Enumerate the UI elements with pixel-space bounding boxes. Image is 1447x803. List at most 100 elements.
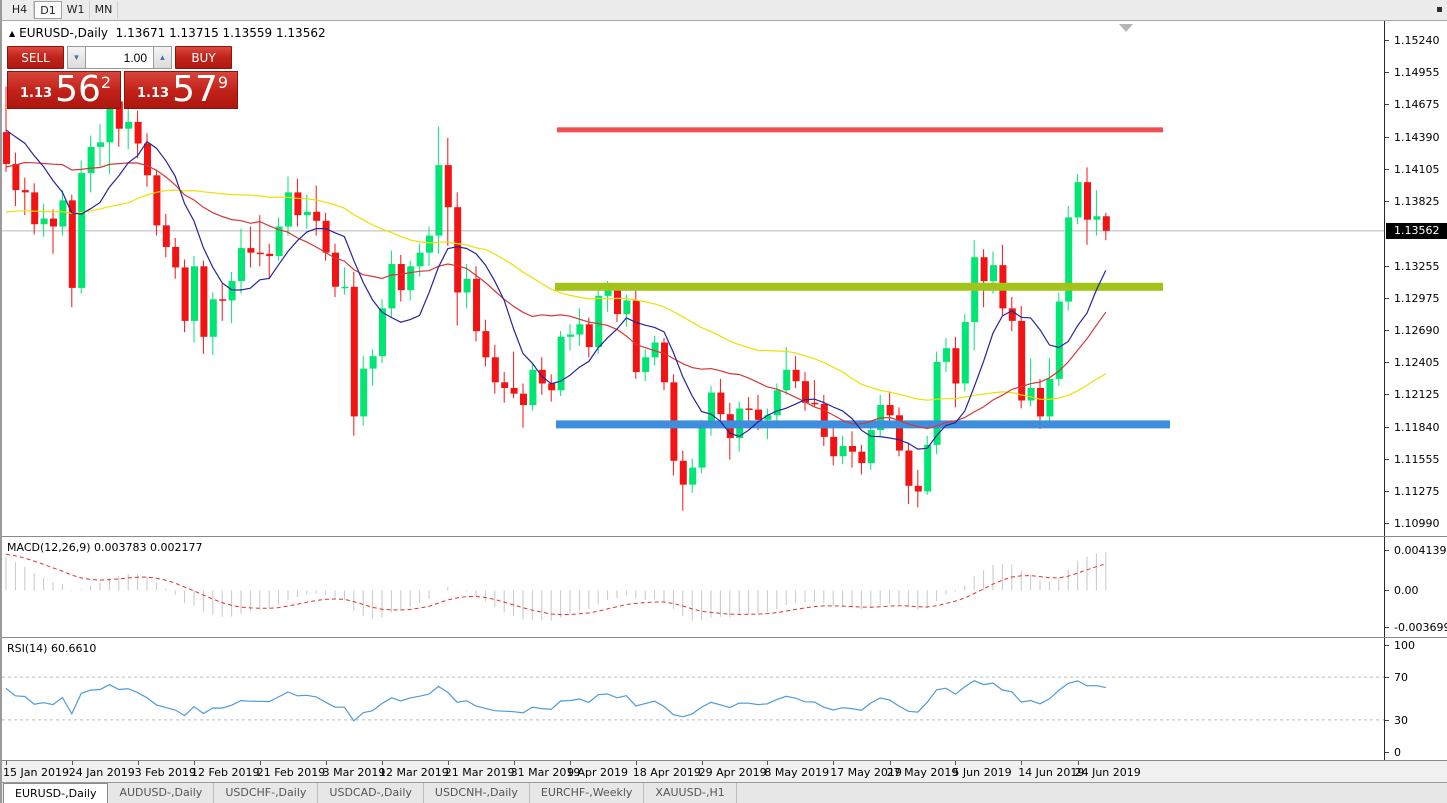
rsi-axis: 100 70 30 0 xyxy=(1384,638,1447,760)
ma-medium xyxy=(5,161,1107,430)
date-axis-tick xyxy=(137,761,139,765)
date-axis-tick xyxy=(6,761,7,765)
rsi-axis-label: 100 xyxy=(1394,639,1415,652)
price-axis-tick xyxy=(1385,523,1389,525)
ma-slow xyxy=(5,189,1107,401)
date-axis-label: 24 Jun 2019 xyxy=(1074,766,1141,779)
symbol-tab-xauusd[interactable]: XAUUSD-,H1 xyxy=(644,783,737,803)
rsi-axis-label: 70 xyxy=(1394,671,1408,685)
resistance-line xyxy=(557,127,1163,133)
trade-widget-controls: SELL ▼ ▲ BUY xyxy=(7,46,238,69)
timeframe-button-w1[interactable]: W1 xyxy=(62,1,90,19)
sell-button[interactable]: SELL xyxy=(7,46,64,69)
macd-panel: MACD(12,26,9) 0.003783 0.002177 0.004139… xyxy=(0,537,1447,638)
rsi-label: RSI(14) 60.6610 xyxy=(7,642,97,655)
price-axis-label: 1.12690 xyxy=(1394,323,1440,337)
date-axis-tick xyxy=(194,761,195,765)
symbol-tab-audusd[interactable]: AUDUSD-,Daily xyxy=(108,783,215,803)
date-axis-label: 15 Jan 2019 xyxy=(3,766,69,779)
price-axis: 1.15240 1.14955 1.14675 1.14390 1.14105 1.138… xyxy=(1384,21,1447,536)
date-axis-tick xyxy=(635,761,637,765)
price-axis-tick xyxy=(1385,394,1389,396)
price-axis-label: 1.12975 xyxy=(1394,291,1440,305)
collapse-arrow-icon[interactable]: ▲ xyxy=(9,29,16,38)
symbol-tab-eurusd[interactable]: EURUSD-,Daily xyxy=(3,783,109,803)
buy-price-main: 57 xyxy=(172,69,218,110)
sell-price-pip: 2 xyxy=(100,73,112,92)
current-price-badge: 1.13562 xyxy=(1386,222,1447,239)
macd-axis-label: -0.003699 xyxy=(1394,620,1447,634)
buy-button[interactable]: BUY xyxy=(175,46,232,69)
date-axis-tick xyxy=(259,761,261,765)
date-axis-label: 21 Mar 2019 xyxy=(444,766,515,779)
date-axis-label: 31 Mar 2019 xyxy=(510,766,581,779)
date-axis-label: 17 May 2019 xyxy=(830,766,902,779)
symbol-tab-eurchf[interactable]: EURCHF-,Weekly xyxy=(530,783,645,803)
rsi-axis-tick xyxy=(1385,677,1389,679)
price-axis-label: 1.13825 xyxy=(1394,194,1440,208)
chart-tab-bar: EURUSD-,Daily AUDUSD-,Daily USDCHF-,Daily U… xyxy=(0,783,1447,803)
symbol-tab-usdcad[interactable]: USDCAD-,Daily xyxy=(318,783,424,803)
rsi-axis-label: 30 xyxy=(1394,713,1408,727)
price-axis-label: 1.10990 xyxy=(1394,517,1440,531)
rsi-axis-tick xyxy=(1385,752,1389,753)
macd-axis-label: 0.00 xyxy=(1394,584,1419,598)
price-axis-label: 1.15240 xyxy=(1394,33,1440,47)
macd-histogram xyxy=(5,552,1107,621)
date-axis-label: 21 Feb 2019 xyxy=(256,766,326,779)
macd-axis-tick xyxy=(1385,590,1389,592)
symbol-tab-usdchf[interactable]: USDCHF-,Daily xyxy=(214,783,319,803)
date-axis-label: 5 Jun 2019 xyxy=(952,766,1012,779)
symbol-tab-usdcnh[interactable]: USDCNH-,Daily xyxy=(424,783,530,803)
timeframe-button-mn[interactable]: MN xyxy=(90,1,118,19)
macd-label: MACD(12,26,9) 0.003783 0.002177 xyxy=(7,541,203,554)
rsi-axis-tick xyxy=(1385,645,1389,646)
buy-price-pip: 9 xyxy=(217,73,229,92)
chart-title: ▲ EURUSD-,Daily 1.13671 1.13715 1.13559 1… xyxy=(9,26,326,40)
date-axis: 15 Jan 2019 24 Jan 2019 3 Feb 2019 12 Feb 2… xyxy=(0,761,1447,783)
buy-price-display[interactable]: 1.13 57 9 xyxy=(124,71,238,109)
date-axis-tick xyxy=(447,761,449,765)
date-axis-tick xyxy=(701,761,703,765)
price-axis-tick xyxy=(1385,362,1389,364)
volume-decrease-button[interactable]: ▼ xyxy=(67,46,86,69)
date-axis-label: 8 May 2019 xyxy=(764,766,830,779)
date-axis-tick xyxy=(889,761,891,765)
date-axis-label: 12 Feb 2019 xyxy=(191,766,260,779)
price-axis-tick xyxy=(1385,426,1389,428)
window-left-border xyxy=(0,0,2,803)
toolbar-overflow-icon xyxy=(1437,7,1442,12)
macd-axis-tick xyxy=(1385,626,1389,628)
rsi-indicator-chart[interactable] xyxy=(2,638,1384,760)
date-axis-label: 29 Apr 2019 xyxy=(698,766,767,779)
price-axis-tick xyxy=(1385,297,1389,299)
date-axis-label: 18 Apr 2019 xyxy=(632,766,701,779)
sell-price-display[interactable]: 1.13 56 2 xyxy=(7,71,121,109)
date-axis-label: 9 Apr 2019 xyxy=(567,766,629,779)
date-axis-tick xyxy=(833,761,835,765)
price-axis-tick xyxy=(1385,490,1389,492)
chart-shift-marker-icon[interactable] xyxy=(1119,24,1133,32)
date-axis-tick xyxy=(767,761,769,765)
price-axis-tick xyxy=(1385,72,1389,74)
price-axis-label: 1.11840 xyxy=(1394,420,1440,434)
date-axis-tick xyxy=(71,761,73,765)
date-axis-label: 24 Jan 2019 xyxy=(68,766,135,779)
volume-input[interactable] xyxy=(86,46,153,69)
date-axis-tick xyxy=(570,761,571,765)
macd-indicator-chart[interactable] xyxy=(2,537,1384,637)
price-axis-label: 1.14955 xyxy=(1394,66,1440,80)
candlestick-chart[interactable] xyxy=(2,21,1384,536)
date-axis-tick xyxy=(382,761,383,765)
date-axis-label: 14 Jun 2019 xyxy=(1018,766,1085,779)
price-axis-label: 1.11555 xyxy=(1394,453,1440,467)
chevron-down-icon: ▼ xyxy=(72,53,81,62)
chevron-up-icon: ▲ xyxy=(158,53,167,62)
timeframe-button-h4[interactable]: H4 xyxy=(6,1,34,19)
macd-axis-tick xyxy=(1385,549,1389,551)
volume-increase-button[interactable]: ▲ xyxy=(153,46,172,69)
rsi-panel: RSI(14) 60.6610 100 70 30 0 xyxy=(0,638,1447,761)
timeframe-button-d1[interactable]: D1 xyxy=(34,1,62,19)
date-axis-tick xyxy=(325,761,327,765)
